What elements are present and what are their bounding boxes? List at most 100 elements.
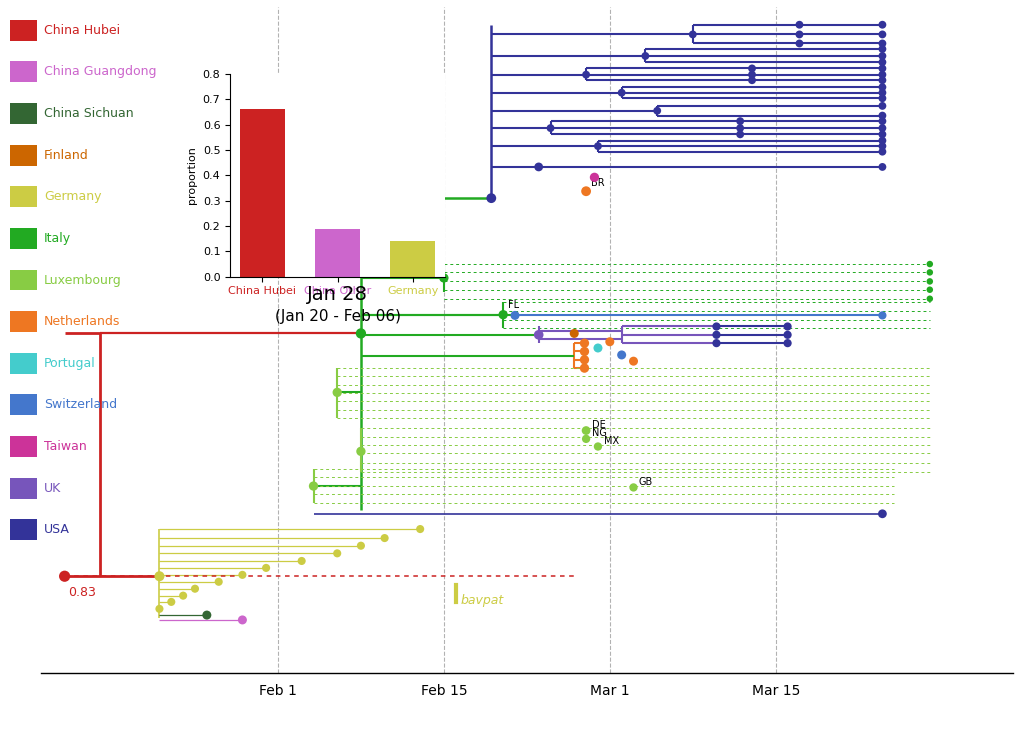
Point [791,38,807,49]
Point [353,539,369,551]
Point [56,570,73,582]
Text: Feb 1: Feb 1 [259,683,297,697]
Point [187,583,204,595]
Text: bavpat: bavpat [460,594,504,607]
Bar [390,241,435,277]
Point [780,337,796,349]
Point [875,43,891,55]
Point [614,349,630,361]
Text: (Jan 20 - Feb 06): (Jan 20 - Feb 06) [274,309,401,324]
Point [576,345,592,357]
Text: USA: USA [44,523,70,537]
FancyBboxPatch shape [10,269,37,291]
FancyBboxPatch shape [10,20,37,41]
Point [791,29,807,41]
Point [875,134,891,146]
Point [211,576,227,587]
Point [744,69,760,80]
Point [875,18,891,30]
Point [875,63,891,75]
Point [590,441,607,452]
FancyBboxPatch shape [10,311,37,332]
Point [922,293,938,305]
FancyBboxPatch shape [10,228,37,249]
Point [791,18,807,30]
Point [495,308,512,320]
Text: Mar 1: Mar 1 [590,683,629,697]
Point [875,81,891,93]
Text: Germany: Germany [44,190,101,203]
Text: China Guangdong: China Guangdong [44,66,157,78]
FancyBboxPatch shape [10,520,37,540]
Point [590,342,607,354]
FancyBboxPatch shape [10,145,37,165]
Point [780,320,796,332]
Point [875,29,891,41]
Point [506,309,523,321]
Point [875,161,891,173]
Point [875,50,891,62]
Text: Switzerland: Switzerland [44,399,117,411]
Point [875,110,891,122]
Point [294,555,310,567]
Point [353,446,369,458]
Point [875,87,891,99]
Point [151,570,168,582]
Point [732,115,749,127]
Point [576,362,592,374]
Text: BR: BR [591,178,605,187]
Point [542,123,559,134]
Point [163,596,179,608]
Point [198,609,215,621]
FancyBboxPatch shape [10,187,37,207]
Point [708,337,724,349]
Point [922,275,938,287]
Text: Portugal: Portugal [44,356,96,370]
Point [875,75,891,86]
Text: Italy: Italy [44,232,72,245]
Point [875,123,891,134]
Point [586,171,603,183]
Point [732,123,749,134]
Text: MX: MX [605,435,619,446]
Point [578,185,594,197]
Point [875,56,891,68]
Point [602,336,618,348]
FancyBboxPatch shape [10,436,37,457]
FancyBboxPatch shape [10,477,37,499]
Point [483,193,499,204]
Point [566,328,582,339]
Point [875,128,891,140]
Point [875,508,891,520]
Point [578,424,594,436]
Point [744,75,760,86]
Point [531,329,547,341]
Point [649,105,665,117]
Point [531,161,547,173]
Text: Feb 15: Feb 15 [420,683,468,697]
Point [436,272,452,284]
Point [637,50,654,62]
Point [329,387,346,399]
Point [578,69,594,80]
Bar [315,229,360,277]
Point [732,128,749,140]
Point [708,329,724,341]
Point [708,320,724,332]
Point [578,433,594,445]
Text: GB: GB [638,477,653,486]
Text: 0.86: 0.86 [332,240,360,253]
Point [684,29,701,41]
Point [744,63,760,75]
Text: Taiwan: Taiwan [44,440,87,453]
Point [305,480,321,492]
FancyBboxPatch shape [10,103,37,124]
Text: FL: FL [508,300,520,310]
Point [353,328,369,339]
Point [175,590,191,601]
Text: China Sichuan: China Sichuan [44,107,134,120]
Point [329,548,346,559]
Point [875,140,891,152]
Point [780,329,796,341]
Point [614,87,630,99]
